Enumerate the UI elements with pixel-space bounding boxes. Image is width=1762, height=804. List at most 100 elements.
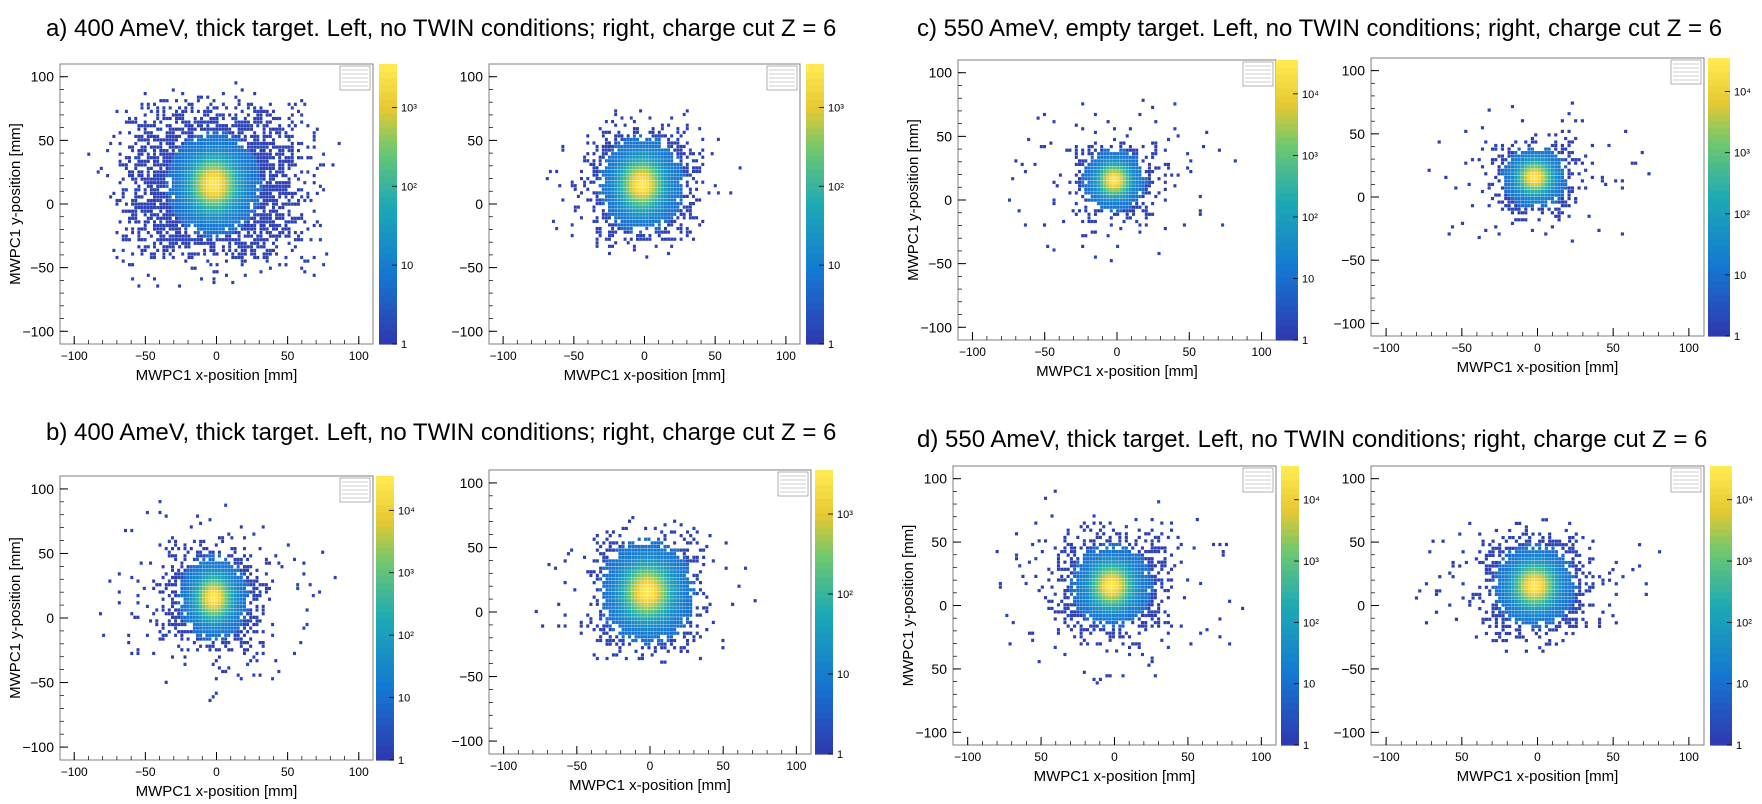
heatmap-cell — [278, 159, 282, 163]
x-tick-label: −100 — [61, 765, 88, 779]
heatmap-cell — [153, 255, 156, 260]
heatmap-cell — [215, 198, 219, 203]
heatmap-cell — [676, 177, 680, 181]
colorbar-label: 10² — [398, 630, 414, 642]
heatmap-cell — [178, 216, 182, 220]
heatmap-cell — [637, 609, 641, 614]
heatmap-cell — [608, 573, 612, 578]
heatmap-cell — [181, 241, 185, 245]
heatmap-cell — [200, 174, 203, 178]
heatmap-cell — [224, 579, 228, 583]
heatmap-cell — [1507, 165, 1511, 169]
heatmap-cell — [268, 209, 272, 213]
heatmap-cell — [644, 581, 648, 585]
heatmap-cell — [670, 198, 674, 202]
heatmap-cell — [246, 127, 250, 131]
heatmap-cell — [214, 630, 218, 634]
heatmap-cell — [648, 202, 652, 206]
heatmap-cell — [178, 238, 182, 242]
heatmap-cell — [640, 581, 644, 585]
heatmap-cell — [186, 597, 190, 601]
heatmap-cell — [145, 604, 149, 609]
heatmap-cell — [637, 624, 641, 628]
heatmap-cell — [156, 106, 160, 110]
heatmap-cell — [196, 615, 199, 619]
heatmap-cell — [1078, 159, 1082, 163]
heatmap-cell — [221, 536, 225, 540]
heatmap-cell — [124, 227, 128, 231]
y-tick-label: 0 — [475, 196, 483, 212]
heatmap-cell — [142, 586, 146, 591]
heatmap-cell — [1128, 148, 1132, 152]
heatmap-cell — [186, 648, 190, 652]
heatmap-cell — [611, 609, 615, 614]
heatmap-cell — [168, 166, 172, 171]
heatmap-cell — [651, 180, 655, 184]
heatmap-cell — [626, 184, 630, 188]
heatmap-cell — [657, 552, 661, 556]
heatmap-cell — [1043, 112, 1047, 117]
heatmap-cell — [212, 220, 216, 224]
heatmap-cell — [233, 583, 237, 587]
heatmap-cell — [692, 635, 696, 639]
heatmap-cell — [637, 581, 641, 585]
heatmap-cell — [237, 255, 241, 260]
heatmap-cell — [205, 622, 209, 627]
heatmap-cell — [1081, 177, 1085, 181]
heatmap-cell — [1510, 182, 1515, 186]
heatmap-cell — [177, 615, 181, 619]
heatmap-cell — [196, 597, 199, 601]
heatmap-cell — [258, 594, 262, 598]
heatmap-cell — [221, 597, 225, 601]
heatmap-cell — [275, 181, 279, 185]
heatmap-cell — [673, 141, 677, 145]
heatmap-cell — [146, 184, 150, 188]
heatmap-cell — [667, 141, 671, 145]
heatmap-cell — [1109, 202, 1113, 206]
heatmap-cell — [165, 191, 169, 196]
heatmap-cell — [131, 277, 135, 281]
heatmap-cell — [604, 194, 608, 199]
heatmap-cell — [620, 148, 624, 152]
heatmap-cell — [604, 144, 608, 149]
heatmap-cell — [221, 216, 225, 220]
heatmap-cell — [647, 566, 651, 570]
heatmap-cell — [1093, 162, 1097, 167]
heatmap-cell — [640, 599, 644, 603]
heatmap-cell — [660, 134, 664, 138]
heatmap-cell — [228, 145, 232, 149]
heatmap-cell — [682, 570, 686, 574]
heatmap-cell — [212, 170, 216, 174]
heatmap-cell — [199, 601, 203, 605]
heatmap-cell — [246, 113, 250, 117]
heatmap-cell — [243, 223, 247, 228]
heatmap-cell — [206, 95, 210, 99]
heatmap-cell — [162, 109, 166, 114]
heatmap-cell — [278, 263, 282, 267]
heatmap-cell — [286, 543, 290, 547]
heatmap-cell — [631, 516, 635, 520]
heatmap-cell — [670, 152, 674, 156]
heatmap-cell — [642, 148, 646, 152]
heatmap-cell — [653, 595, 657, 599]
heatmap-cell — [190, 238, 194, 242]
heatmap-cell — [636, 216, 639, 220]
heatmap-cell — [303, 102, 307, 106]
heatmap-cell — [209, 120, 213, 124]
heatmap-cell — [217, 615, 221, 619]
heatmap-cell — [287, 234, 291, 238]
heatmap-cell — [673, 631, 677, 635]
heatmap-cell — [272, 241, 275, 245]
heatmap-cell — [265, 145, 269, 149]
heatmap-cell — [212, 163, 216, 167]
heatmap-cell — [651, 155, 655, 159]
heatmap-cell — [178, 284, 182, 288]
heatmap-cell — [657, 134, 661, 138]
heatmap-cell — [293, 651, 296, 656]
colorbar-label: 10 — [1302, 273, 1314, 285]
heatmap-cell — [1052, 202, 1056, 206]
heatmap-cell — [159, 191, 163, 196]
heatmap-cell — [599, 617, 603, 621]
heatmap-cell — [1100, 145, 1104, 149]
heatmap-cell — [168, 227, 172, 231]
